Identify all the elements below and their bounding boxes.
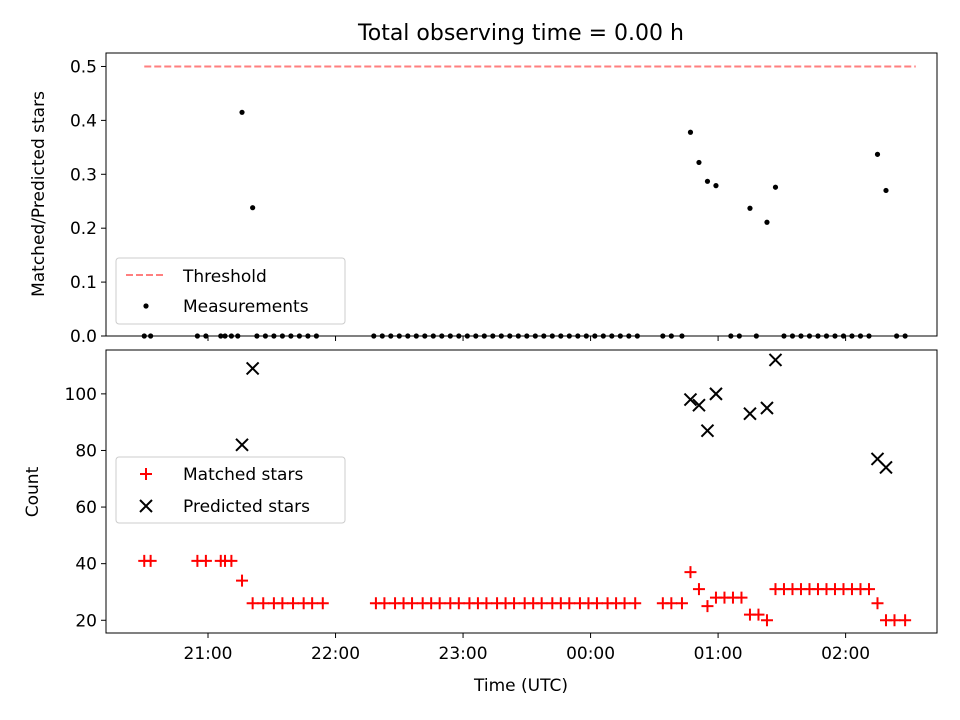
matched-star-point [563,597,576,610]
predicted-star-point [760,401,774,415]
bottom-plot-area: 20 40 60 80 100 21:00 22:00 23:00 00:00 01:00 02:0… [65,349,938,664]
matched-star-point [246,597,259,610]
matched-star-point [452,597,465,610]
top-axes-frame [105,52,938,337]
matched-star-point [287,597,300,610]
matched-star-point [684,566,697,579]
predicted-stars-legend-label: Predicted stars [183,497,310,517]
matched-star-point [665,597,678,610]
matched-star-point [629,597,642,610]
measurement-point [883,187,889,194]
matched-star-point [378,597,391,610]
top-y-axis-label: Matched/Predicted stars [29,91,49,297]
threshold-legend-label: Threshold [182,267,267,287]
bottom-y-tick-label: 20 [75,611,97,631]
x-tick-label: 23:00 [439,644,488,664]
bottom-legend-frame [115,456,346,524]
matched-star-point [225,554,238,567]
bottom-y-tick-label: 80 [75,441,97,461]
top-y-tick-label: 0.5 [70,57,97,77]
x-tick-label: 01:00 [694,644,743,664]
top-legend-frame [115,257,346,325]
matched-star-point [899,614,912,627]
x-tick-label: 02:00 [821,644,870,664]
predicted-star-point [692,398,706,412]
x-tick-label: 22:00 [311,644,360,664]
bottom-y-axis-label: Count [23,466,43,517]
matched-star-point [862,583,875,596]
matched-star-point [199,554,212,567]
top-plot-area: 0.0 0.1 0.2 0.3 0.4 0.5 [70,52,938,347]
bottom-y-tick-label: 100 [65,385,97,405]
matched-star-point [316,597,329,610]
measurement-point [764,219,770,225]
measurement-point [704,178,711,184]
matched-star-point [590,597,603,610]
matched-star-point [276,597,289,610]
matched-star-point [618,597,631,610]
measurements-legend-label: Measurements [183,297,309,317]
top-y-tick-label: 0.1 [70,273,97,293]
matched-star-point [480,597,493,610]
matched-star-point [760,614,773,627]
matched-star-point [701,600,714,613]
predicted-star-point [700,423,715,438]
matched-stars-legend-label: Matched stars [183,465,303,485]
predicted-star-point [709,387,723,401]
predicted-stars-legend-swatch [139,499,153,513]
top-y-tick-label: 0.2 [70,219,97,239]
top-legend: Threshold Measurements [115,257,346,325]
matched-star-point [508,597,521,610]
matched-star-point [752,608,765,621]
matched-star-point [406,597,419,610]
predicted-star-point [768,353,783,367]
matched-star-point [306,597,319,610]
predicted-star-point [743,406,757,421]
measurement-point [239,109,245,115]
matched-star-point [871,597,884,610]
predicted-star-point [683,392,698,407]
matched-star-point [236,574,249,587]
bottom-y-tick-label: 60 [75,498,97,518]
matched-star-point [692,583,705,596]
bottom-y-tick-label: 40 [75,555,97,575]
matched-star-point [257,597,270,610]
matched-star-point [675,597,688,610]
measurement-point [713,183,719,189]
matched-star-point [888,614,901,627]
predicted-star-point [245,361,260,376]
top-y-tick-label: 0.0 [70,327,97,347]
matched-star-point [535,597,548,610]
matched-stars-legend-swatch [140,468,152,480]
x-axis-label: Time (UTC) [473,676,568,696]
top-y-tick-label: 0.3 [70,165,97,185]
bottom-legend: Matched stars Predicted stars [115,456,346,524]
predicted-star-point [879,460,893,475]
measurement-point [874,151,881,157]
x-tick-label: 21:00 [184,644,233,664]
predicted-star-point [235,438,249,452]
measurement-point [747,205,753,211]
top-y-tick-label: 0.4 [70,111,97,131]
bottom-axes-frame [105,349,938,634]
measurement-point [687,129,694,135]
measurements-legend-swatch [143,303,149,309]
top-chart-title: Total observing time = 0.00 h [357,21,684,46]
matched-star-point [735,591,748,604]
measurement-point [772,184,779,190]
x-tick-label: 00:00 [566,644,615,664]
measurement-point [696,159,702,166]
matched-star-point [144,554,157,567]
matched-star-point [433,597,446,610]
measurement-point [250,205,256,211]
